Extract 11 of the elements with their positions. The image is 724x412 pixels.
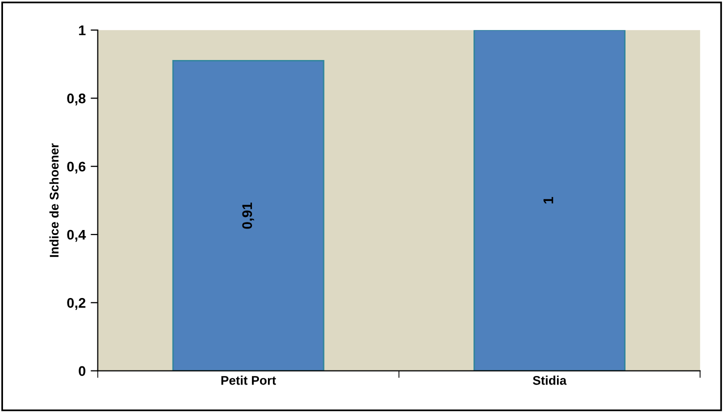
data-label: 0,91 xyxy=(242,202,254,229)
y-tick-label: 0,4 xyxy=(67,230,86,242)
data-label: 1 xyxy=(544,196,554,204)
x-tick-label: Stidia xyxy=(532,376,567,385)
y-tick-label: 0,2 xyxy=(67,298,86,310)
y-tick-label: 0,8 xyxy=(67,94,86,106)
x-tick-label: Petit Port xyxy=(221,376,276,385)
y-axis-title: Indice de Schoener xyxy=(49,143,59,257)
y-tick-label: 0,6 xyxy=(67,162,86,174)
y-tick-label: 1 xyxy=(79,26,86,36)
y-tick-label: 0 xyxy=(78,366,86,376)
